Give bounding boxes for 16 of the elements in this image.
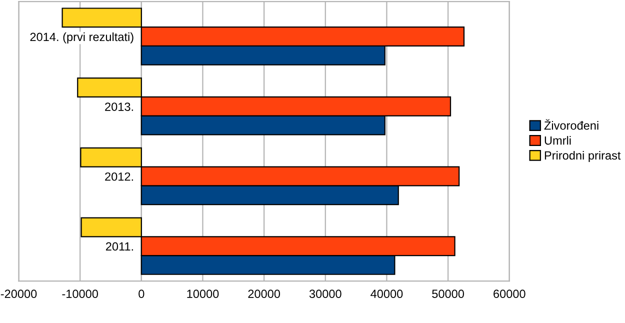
- y-tick-label: 2011.: [106, 242, 133, 251]
- x-tick-label: 50000: [432, 290, 464, 298]
- x-tick-label: 30000: [309, 290, 342, 298]
- y-tick-label: 2012.: [105, 172, 133, 181]
- y-tick-label: 2014. (prvi rezultati): [30, 32, 134, 44]
- x-tick-label: 10000: [187, 290, 219, 298]
- legend-label: Umrli: [544, 136, 571, 145]
- legend-label: Prirodni prirast: [544, 150, 621, 162]
- x-tick-label: 60000: [494, 290, 526, 298]
- x-tick-label: 40000: [370, 290, 403, 298]
- legend-label: Živorođeni: [544, 119, 598, 130]
- y-tick-label: 2013.: [105, 102, 133, 111]
- x-tick-label: 20000: [248, 290, 280, 298]
- x-tick-label: 0: [138, 290, 144, 298]
- x-tick-label: -20000: [0, 290, 37, 298]
- x-tick-label: -10000: [62, 290, 98, 298]
